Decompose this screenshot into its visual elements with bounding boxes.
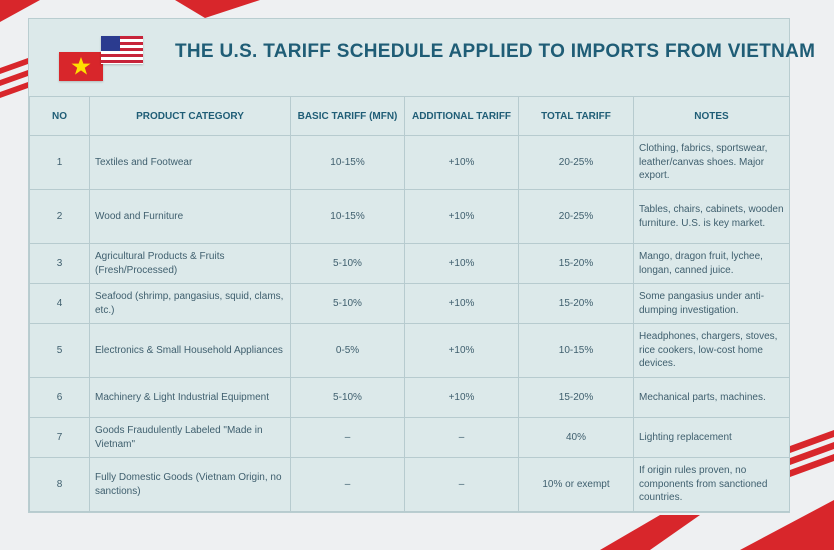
column-header-basic-tariff: BASIC TARIFF (MFN) [290, 96, 405, 136]
cell-no: 5 [29, 323, 90, 378]
table-row: 8 Fully Domestic Goods (Vietnam Origin, … [29, 457, 790, 512]
cell-no: 3 [29, 243, 90, 284]
cell-product-category: Electronics & Small Household Appliances [89, 323, 291, 378]
cell-total-tariff: 20-25% [518, 189, 634, 244]
cell-no: 4 [29, 283, 90, 324]
column-header-notes: NOTES [633, 96, 790, 136]
us-flag-icon [101, 36, 143, 64]
tariff-card: THE U.S. TARIFF SCHEDULE APPLIED TO IMPO… [28, 18, 815, 513]
card-header: THE U.S. TARIFF SCHEDULE APPLIED TO IMPO… [29, 19, 815, 96]
cell-notes: Mechanical parts, machines. [633, 377, 790, 418]
cell-basic-tariff: 5-10% [290, 377, 405, 418]
cell-no: 2 [29, 189, 90, 244]
cell-total-tariff: 20-25% [518, 135, 634, 190]
page-title: THE U.S. TARIFF SCHEDULE APPLIED TO IMPO… [175, 41, 816, 62]
cell-total-tariff: 40% [518, 417, 634, 458]
cell-notes: Some pangasius under anti-dumping invest… [633, 283, 790, 324]
cell-total-tariff: 15-20% [518, 377, 634, 418]
cell-notes: Headphones, chargers, stoves, rice cooke… [633, 323, 790, 378]
cell-product-category: Textiles and Footwear [89, 135, 291, 190]
cell-notes: Tables, chairs, cabinets, wooden furnitu… [633, 189, 790, 244]
cell-basic-tariff: 10-15% [290, 135, 405, 190]
cell-total-tariff: 15-20% [518, 243, 634, 284]
column-header-total-tariff: TOTAL TARIFF [518, 96, 634, 136]
cell-product-category: Seafood (shrimp, pangasius, squid, clams… [89, 283, 291, 324]
table-row: 2 Wood and Furniture 10-15% +10% 20-25% … [29, 189, 790, 244]
cell-basic-tariff: 5-10% [290, 243, 405, 284]
cell-no: 6 [29, 377, 90, 418]
cell-product-category: Fully Domestic Goods (Vietnam Origin, no… [89, 457, 291, 512]
cell-product-category: Goods Fraudulently Labeled "Made in Viet… [89, 417, 291, 458]
cell-additional-tariff: +10% [404, 135, 519, 190]
table-header-row: NO PRODUCT CATEGORY BASIC TARIFF (MFN) A… [29, 96, 790, 136]
table-row: 3 Agricultural Products & Fruits (Fresh/… [29, 243, 790, 284]
cell-no: 1 [29, 135, 90, 190]
cell-product-category: Machinery & Light Industrial Equipment [89, 377, 291, 418]
cell-basic-tariff: 5-10% [290, 283, 405, 324]
column-header-product-category: PRODUCT CATEGORY [89, 96, 291, 136]
column-header-no: NO [29, 96, 90, 136]
table-row: 1 Textiles and Footwear 10-15% +10% 20-2… [29, 135, 790, 190]
cell-additional-tariff: +10% [404, 189, 519, 244]
cell-basic-tariff: – [290, 417, 405, 458]
cell-additional-tariff: +10% [404, 243, 519, 284]
tariff-table: NO PRODUCT CATEGORY BASIC TARIFF (MFN) A… [29, 96, 790, 512]
cell-additional-tariff: – [404, 417, 519, 458]
cell-notes: Clothing, fabrics, sportswear, leather/c… [633, 135, 790, 190]
cell-no: 8 [29, 457, 90, 512]
table-row: 4 Seafood (shrimp, pangasius, squid, cla… [29, 283, 790, 324]
cell-total-tariff: 10-15% [518, 323, 634, 378]
cell-basic-tariff: 0-5% [290, 323, 405, 378]
cell-total-tariff: 10% or exempt [518, 457, 634, 512]
cell-additional-tariff: – [404, 457, 519, 512]
cell-notes: If origin rules proven, no components fr… [633, 457, 790, 512]
table-row: 5 Electronics & Small Household Applianc… [29, 323, 790, 378]
cell-product-category: Agricultural Products & Fruits (Fresh/Pr… [89, 243, 291, 284]
column-header-additional-tariff: ADDITIONAL TARIFF [404, 96, 519, 136]
cell-notes: Lighting replacement [633, 417, 790, 458]
table-row: 6 Machinery & Light Industrial Equipment… [29, 377, 790, 418]
cell-additional-tariff: +10% [404, 377, 519, 418]
cell-notes: Mango, dragon fruit, lychee, longan, can… [633, 243, 790, 284]
cell-additional-tariff: +10% [404, 283, 519, 324]
cell-basic-tariff: – [290, 457, 405, 512]
table-row: 7 Goods Fraudulently Labeled "Made in Vi… [29, 417, 790, 458]
cell-additional-tariff: +10% [404, 323, 519, 378]
cell-product-category: Wood and Furniture [89, 189, 291, 244]
cell-no: 7 [29, 417, 90, 458]
cell-basic-tariff: 10-15% [290, 189, 405, 244]
vietnam-flag-icon [59, 52, 103, 81]
cell-total-tariff: 15-20% [518, 283, 634, 324]
